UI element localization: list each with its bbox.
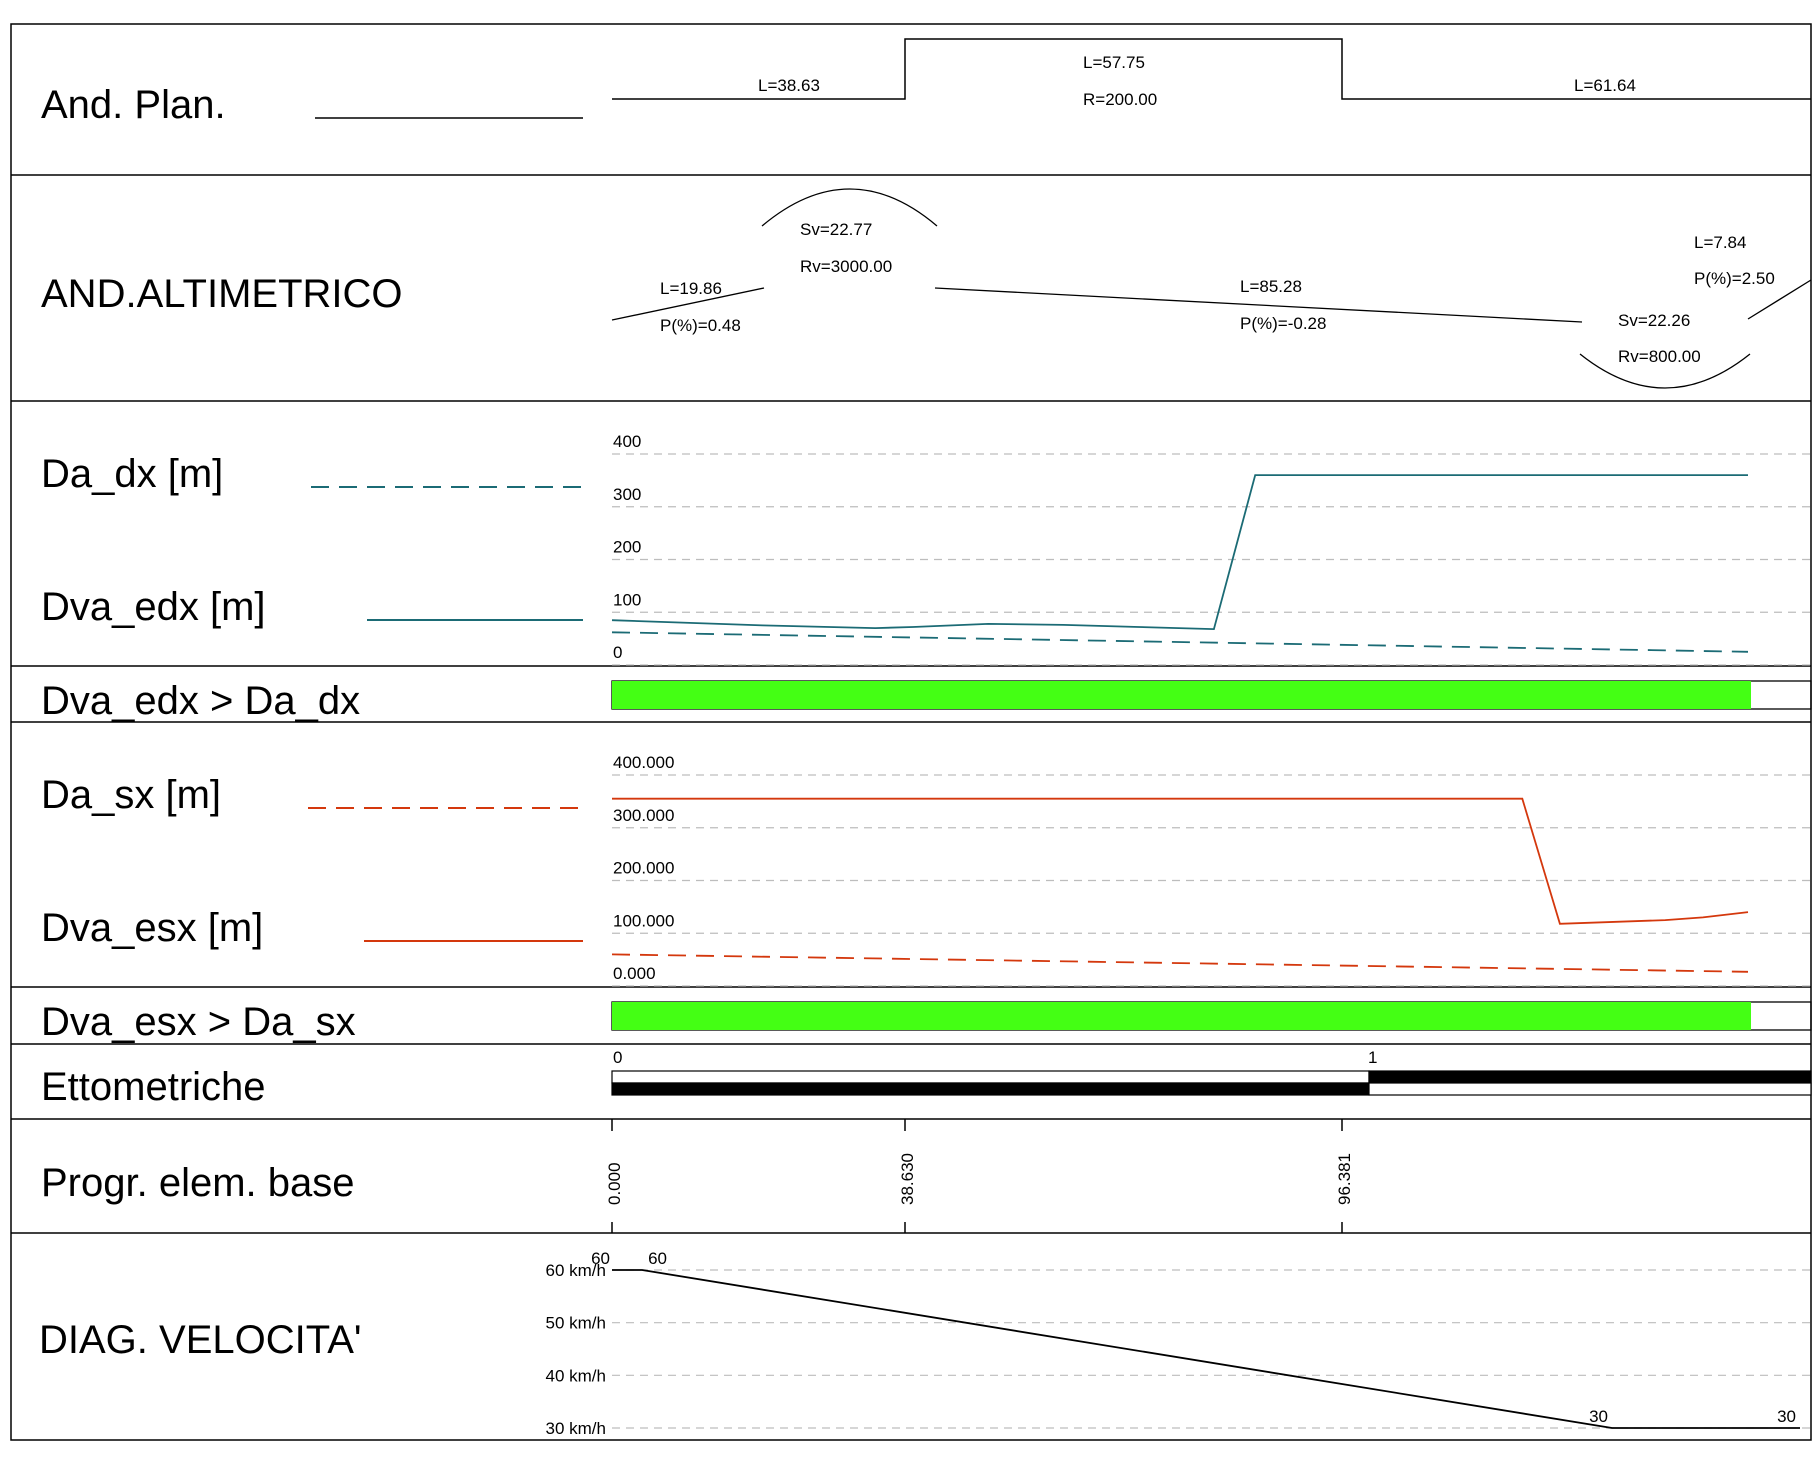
velocity-point-label: 60 (591, 1249, 610, 1268)
progressive-ticks (611, 1119, 1343, 1233)
altimetric-profile (611, 188, 1812, 389)
sheet-frame (10, 23, 1812, 1441)
row-label-plan: And. Plan. (41, 83, 226, 127)
check-sx-bar (612, 1002, 1751, 1030)
row-label-check-sx: Dva_esx > Da_sx (41, 1000, 356, 1044)
y-tick-label: 200.000 (613, 859, 674, 878)
series-line-da-sx-m (611, 953, 1749, 973)
alt-grade2-slope: P(%)=-0.28 (1240, 314, 1326, 333)
y-tick-label: 50 km/h (546, 1314, 606, 1333)
y-tick-label: 300.000 (613, 806, 674, 825)
alt-vc2-sv: Sv=22.26 (1618, 311, 1690, 330)
y-tick-label: 100.000 (613, 911, 674, 930)
plan-alignment-line (612, 38, 1811, 100)
series-line-dva-esx-m (612, 797, 1749, 925)
velocity-point-label: 30 (1777, 1407, 1796, 1426)
velocity-point-label: 60 (648, 1249, 667, 1268)
row-label-ettometriche: Ettometriche (41, 1065, 266, 1109)
y-tick-label: 100 (613, 590, 641, 609)
alt-grade3-length: L=7.84 (1694, 233, 1746, 252)
y-tick-label: 200 (613, 538, 641, 557)
y-tick-label: 60 km/h (546, 1261, 606, 1280)
row-label-check-dx: Dva_edx > Da_dx (41, 679, 360, 723)
y-tick-label: 30 km/h (546, 1419, 606, 1438)
row-label-dva-esx: Dva_esx [m] (41, 906, 263, 950)
chart-sx: 0.000 100.000 200.000 300.000 400.000 (611, 753, 1811, 987)
row-label-da-sx: Da_sx [m] (41, 773, 221, 817)
series-line-da-dx-m (611, 631, 1749, 653)
alt-grade2-length: L=85.28 (1240, 277, 1302, 296)
row-label-velocity: DIAG. VELOCITA' (39, 1318, 362, 1362)
alt-vc2-rv: Rv=800.00 (1618, 347, 1701, 366)
y-tick-label: 0 (613, 643, 622, 662)
row-label-da-dx: Da_dx [m] (41, 452, 223, 496)
y-tick-label: 300 (613, 485, 641, 504)
y-tick-label: 400 (613, 432, 641, 451)
progressive-2: 96.381 (1335, 1153, 1354, 1205)
alt-grade1-slope: P(%)=0.48 (660, 316, 741, 335)
alt-grade1-length: L=19.86 (660, 279, 722, 298)
y-tick-label: 0.000 (613, 964, 656, 983)
y-tick-label: 400.000 (613, 753, 674, 772)
row-separators (11, 174, 1811, 1234)
alt-grade3-slope: P(%)=2.50 (1694, 269, 1775, 288)
chart-dx: 0 100 200 300 400 (611, 432, 1811, 666)
hectometer-mark-0: 0 (613, 1048, 622, 1067)
plan-seg2-radius: R=200.00 (1083, 90, 1157, 109)
progressive-0: 0.000 (605, 1162, 624, 1205)
alt-vc1-rv: Rv=3000.00 (800, 257, 892, 276)
plan-seg1-length: L=38.63 (758, 76, 820, 95)
velocity-point-label: 30 (1589, 1407, 1608, 1426)
hectometer-mark-1: 1 (1368, 1048, 1377, 1067)
alt-vc1-sv: Sv=22.77 (800, 220, 872, 239)
series-line-dva-edx-m (611, 474, 1748, 631)
row-label-progr: Progr. elem. base (41, 1161, 355, 1205)
progressive-1: 38.630 (898, 1153, 917, 1205)
hectometer-scale (611, 1070, 1812, 1096)
plan-seg3-length: L=61.64 (1574, 76, 1636, 95)
plan-seg2-length: L=57.75 (1083, 53, 1145, 72)
y-tick-label: 40 km/h (546, 1366, 606, 1385)
row-label-altimetric: AND.ALTIMETRICO (41, 272, 403, 316)
series-line-velocity (612, 1269, 1800, 1429)
row-label-dva-edx: Dva_edx [m] (41, 585, 266, 629)
check-dx-bar (612, 681, 1751, 709)
